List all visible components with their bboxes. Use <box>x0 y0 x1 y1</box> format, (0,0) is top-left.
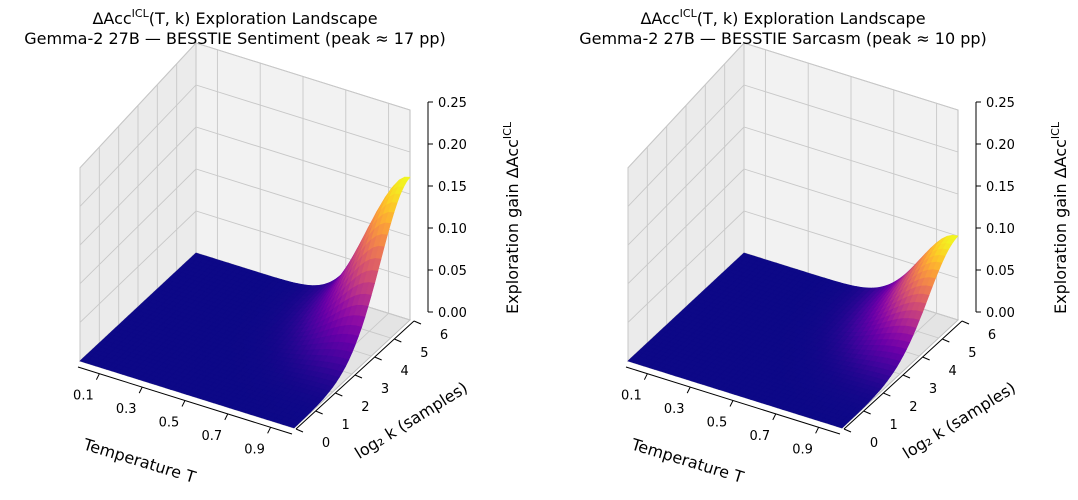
chart-title-prefix: ΔAcc <box>92 9 131 28</box>
y-tick-label: 3 <box>381 382 389 397</box>
y-axis-label: log₂ k (samples) <box>899 378 1019 463</box>
y-tick <box>902 374 911 379</box>
y-tick <box>843 428 852 433</box>
chart-title-suffix: (T, k) Exploration Landscape <box>697 9 926 28</box>
y-tick-label: 1 <box>890 418 898 433</box>
x-tick-label: 0.9 <box>244 442 265 457</box>
grid-line-z <box>627 210 959 323</box>
x-tick-label: 0.3 <box>664 402 685 417</box>
grid-line-z <box>79 168 411 285</box>
z-tick-label: 0.05 <box>438 264 467 279</box>
x-tick-label: 0.7 <box>749 429 770 444</box>
chart-title: ΔAccICL(T, k) Exploration Landscape <box>640 7 925 28</box>
z-tick-label: 0.20 <box>438 138 467 153</box>
x-tick-label: 0.1 <box>621 389 642 404</box>
x-tick <box>224 413 229 421</box>
z-tick-label: 0.15 <box>986 180 1015 195</box>
y-axis-label: log₂ k (samples) <box>351 378 471 463</box>
z-axis-label-text: Exploration gain ΔAcc <box>1051 139 1070 314</box>
x-tick-label: 0.7 <box>201 429 222 444</box>
grid-line-z <box>627 126 959 246</box>
z-tick-label: 0.00 <box>438 306 467 321</box>
y-tick-label: 5 <box>968 346 976 361</box>
x-axis-label: Temperature T <box>628 434 746 487</box>
z-tick-label: 0.25 <box>438 96 467 111</box>
z-tick-label: 0.25 <box>986 96 1015 111</box>
x-tick <box>643 373 648 380</box>
x-tick-label: 0.5 <box>159 416 180 431</box>
y-tick-label: 6 <box>440 328 448 343</box>
grid-line-z <box>79 84 411 207</box>
y-tick-label: 5 <box>420 346 428 361</box>
y-tick-label: 0 <box>870 436 878 451</box>
y-tick-label: 3 <box>929 382 937 397</box>
z-tick-label: 0.20 <box>986 138 1015 153</box>
y-tick <box>863 410 871 415</box>
surface-facet <box>288 422 298 429</box>
x-tick-label: 0.1 <box>73 389 94 404</box>
y-tick-label: 2 <box>361 400 369 415</box>
chart-title-suffix: (T, k) Exploration Landscape <box>149 9 378 28</box>
x-tick <box>138 386 143 394</box>
z-tick-label: 0.15 <box>438 180 467 195</box>
chart-subtitle: Gemma-2 27B — BESSTIE Sentiment (peak ≈ … <box>24 29 446 48</box>
grid-line-z <box>79 210 411 323</box>
y-tick <box>374 356 382 361</box>
x-tick <box>95 373 100 380</box>
y-tick-label: 6 <box>988 328 996 343</box>
grid-line-z <box>79 126 411 246</box>
x-tick <box>729 400 734 407</box>
grid-line-z <box>79 42 411 169</box>
chart-title-superscript: ICL <box>132 7 150 20</box>
y-tick <box>942 338 950 343</box>
z-tick-label: 0.00 <box>986 306 1015 321</box>
chart-title-prefix: ΔAcc <box>640 9 679 28</box>
x-tick <box>267 427 272 434</box>
chart-title-superscript: ICL <box>680 7 698 20</box>
z-tick-label: 0.10 <box>986 222 1015 237</box>
x-tick <box>772 413 777 421</box>
z-axis-label-text: Exploration gain ΔAcc <box>503 139 522 314</box>
z-axis-label-superscript: ICL <box>1049 121 1062 139</box>
x-tick-label: 0.3 <box>116 402 137 417</box>
y-tick <box>315 410 323 415</box>
z-axis-label: Exploration gain ΔAccICL <box>501 121 522 314</box>
y-tick-label: 4 <box>401 364 409 379</box>
y-tick-label: 4 <box>949 364 957 379</box>
grid-line-z <box>627 168 959 285</box>
x-tick <box>815 427 820 434</box>
chart-subtitle: Gemma-2 27B — BESSTIE Sarcasm (peak ≈ 10… <box>579 29 987 48</box>
grid-line-z <box>627 42 959 169</box>
y-tick <box>394 338 402 343</box>
x-tick-label: 0.9 <box>792 442 813 457</box>
surface-facet <box>836 422 846 429</box>
x-tick <box>181 400 186 407</box>
y-tick-label: 1 <box>342 418 350 433</box>
grid-line-z <box>627 84 959 207</box>
y-tick <box>922 356 930 361</box>
x-tick <box>686 386 691 394</box>
surface <box>627 234 959 429</box>
y-tick-label: 0 <box>322 436 330 451</box>
chart-title: ΔAccICL(T, k) Exploration Landscape <box>92 7 377 28</box>
z-tick-label: 0.10 <box>438 222 467 237</box>
z-axis-label-superscript: ICL <box>501 121 514 139</box>
z-axis-label: Exploration gain ΔAccICL <box>1049 121 1070 314</box>
z-tick-label: 0.05 <box>986 264 1015 279</box>
y-tick <box>883 392 891 397</box>
x-axis-label: Temperature T <box>80 434 198 487</box>
x-tick-label: 0.5 <box>707 416 728 431</box>
y-tick-label: 2 <box>909 400 917 415</box>
y-tick <box>335 392 343 397</box>
y-tick <box>354 374 363 379</box>
y-tick <box>413 320 422 325</box>
surface <box>79 176 411 429</box>
y-tick <box>295 428 304 433</box>
y-tick <box>961 320 970 325</box>
